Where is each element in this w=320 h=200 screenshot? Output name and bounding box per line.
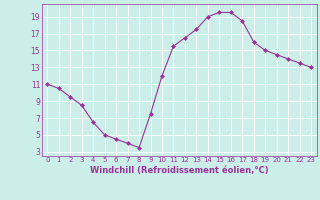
X-axis label: Windchill (Refroidissement éolien,°C): Windchill (Refroidissement éolien,°C) — [90, 166, 268, 175]
